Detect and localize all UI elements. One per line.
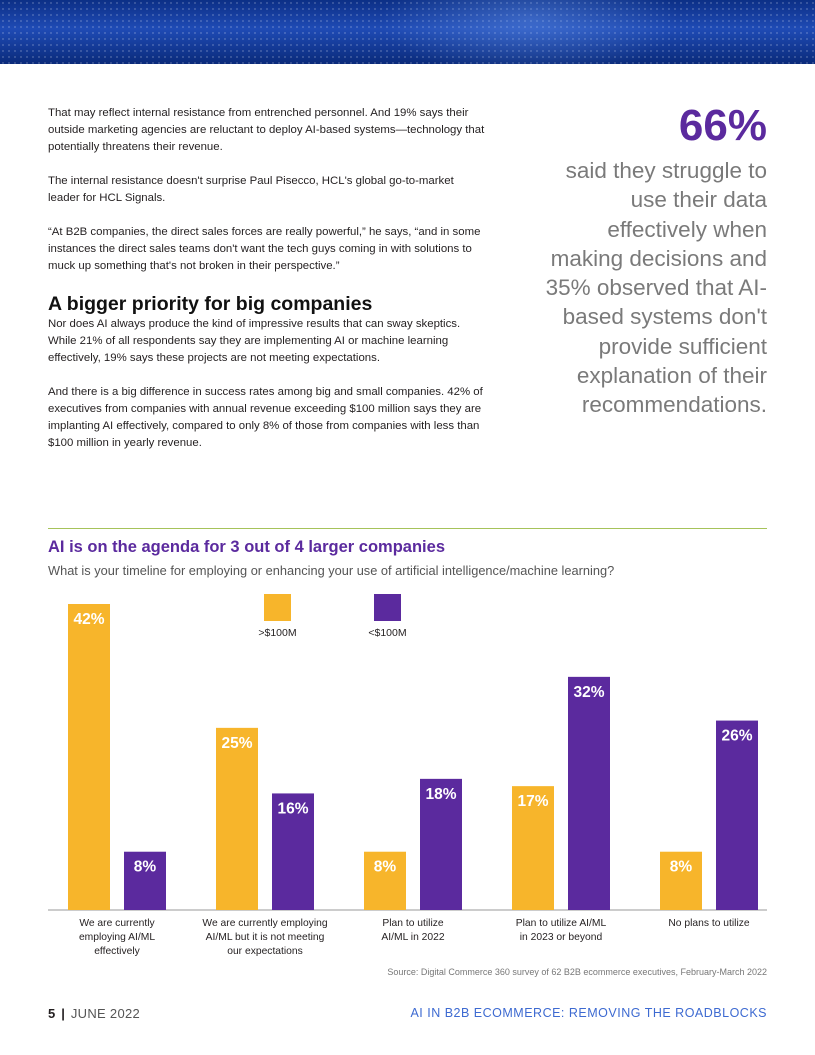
paragraph: That may reflect internal resistance fro… [48,107,485,153]
data-label: 26% [721,728,752,745]
banner-texture [0,0,815,64]
bar-small-4 [716,720,758,910]
publication-date: JUNE 2022 [70,1006,141,1021]
section-heading: A bigger priority for big companies [48,293,373,315]
article-body: That may reflect internal resistance fro… [48,105,488,469]
pull-quote-text: said they struggle to use their data eff… [545,158,767,418]
legend-swatch [264,594,291,621]
category-label: We are currently [79,918,155,929]
data-label: 32% [573,684,604,701]
header-banner [0,0,815,64]
category-label: AI/ML in 2022 [381,932,444,943]
bar-chart: 42% 8% We are currently employing AI/ML effe… [48,594,767,957]
footer-separator: | [61,1006,65,1021]
bar-large-4 [660,851,702,910]
category-label: Plan to utilize AI/ML [516,918,607,929]
paragraph: “At B2B companies, the direct sales forc… [48,226,481,272]
pull-quote: 66% said they struggle to use their data… [537,100,767,420]
bar-large-3 [512,786,554,910]
banner-glow [380,0,680,64]
category-label: AI/ML but it is not meeting [206,932,325,943]
bar-small-1 [272,793,314,910]
paragraph: And there is a big difference in success… [48,386,483,449]
category-label: We are currently employing [202,918,327,929]
section-divider [48,528,767,529]
legend-label: >$100M [258,627,296,639]
bar-small-0 [124,851,166,910]
category-label: our expectations [227,946,303,957]
paragraph: The internal resistance doesn't surprise… [48,175,454,204]
legend-label: <$100M [368,627,406,639]
data-label: 8% [670,859,693,876]
paragraph: Nor does AI always produce the kind of i… [48,318,461,364]
publication-title: AI IN B2B ECOMMERCE: REMOVING THE ROADBL… [410,1006,767,1020]
legend-swatch [374,594,401,621]
data-label: 42% [73,611,104,628]
page-number: 5 [48,1006,56,1021]
data-label: 16% [277,800,308,817]
chart-title: AI is on the agenda for 3 out of 4 large… [48,538,445,556]
chart-subtitle: What is your timeline for employing or e… [48,563,615,578]
bar-small-3 [568,676,610,910]
data-label: 8% [134,859,157,876]
category-label: No plans to utilize [668,918,750,929]
category-label: Plan to utilize [382,918,444,929]
category-label: in 2023 or beyond [520,932,603,943]
footer-left: 5 | JUNE 2022 [48,1006,140,1021]
category-label: effectively [94,946,140,957]
source-note: Source: Digital Commerce 360 survey of 6… [387,967,767,977]
data-label: 8% [374,859,397,876]
data-label: 25% [221,735,252,752]
bar-large-1 [216,727,258,910]
data-label: 17% [517,793,548,810]
data-label: 18% [425,786,456,803]
bar-small-2 [420,778,462,910]
pull-quote-number: 66% [678,101,767,150]
bar-large-0 [68,604,110,910]
bar-large-2 [364,851,406,910]
category-label: employing AI/ML [79,932,155,943]
